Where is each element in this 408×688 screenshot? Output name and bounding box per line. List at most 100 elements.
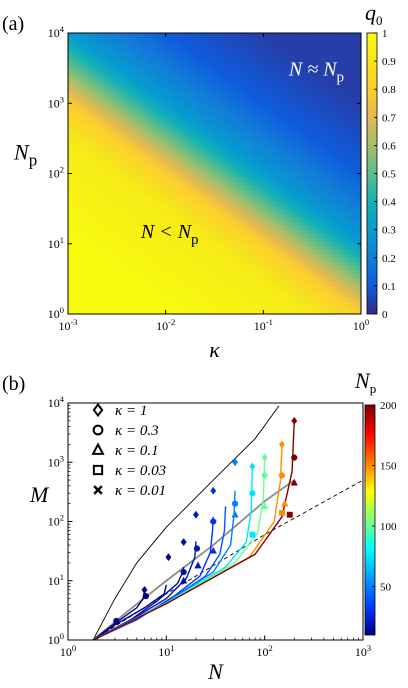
heatmap-cell [87, 257, 93, 263]
heatmap-cell [170, 245, 176, 251]
heatmap-cell [226, 289, 231, 295]
heatmap-cell [163, 77, 168, 82]
heatmap-cell [131, 293, 136, 299]
heatmap-cell [166, 109, 172, 114]
heatmap-cell [79, 189, 85, 195]
heatmap-cell [159, 33, 164, 38]
heatmap-cell [119, 53, 125, 58]
heatmap-cell [143, 109, 148, 114]
heatmap-cell [198, 269, 204, 275]
heatmap-cell [317, 97, 323, 102]
heatmap-cell [226, 201, 231, 207]
heatmap-cell [293, 265, 299, 271]
heatmap-cell [230, 221, 235, 227]
heatmap-cell [250, 281, 255, 287]
heatmap-cell [230, 101, 235, 106]
heatmap-cell [273, 81, 279, 86]
heatmap-cell [309, 49, 315, 54]
heatmap-cell [131, 125, 136, 130]
heatmap-cell [198, 185, 204, 191]
heatmap-cell [238, 41, 243, 46]
heatmap-cell [210, 213, 216, 219]
heatmap-cell [75, 77, 81, 82]
heatmap-cell [194, 133, 200, 138]
heatmap-cell [325, 169, 330, 175]
heatmap-cell [321, 109, 326, 114]
heatmap-cell [210, 217, 216, 223]
heatmap-cell [83, 193, 89, 199]
heatmap-cell [285, 221, 291, 227]
heatmap-cell [313, 173, 319, 179]
heatmap-cell [119, 201, 125, 207]
heatmap-cell [285, 261, 291, 267]
heatmap-cell [234, 101, 239, 106]
heatmap-cell [163, 109, 168, 114]
heatmap-cell [234, 273, 239, 279]
heatmap-cell [127, 225, 132, 231]
heatmap-cell [269, 49, 275, 54]
heatmap-cell [95, 237, 101, 243]
heatmap-cell [218, 233, 224, 239]
heatmap-cell [250, 301, 255, 307]
heatmap-cell [345, 217, 350, 223]
heatmap-cell [254, 137, 259, 142]
heatmap-cell [305, 49, 311, 54]
heatmap-cell [313, 273, 319, 279]
heatmap-cell [313, 293, 319, 299]
heatmap-cell [155, 53, 160, 58]
heatmap-cell [127, 217, 132, 223]
heatmap-cell [155, 177, 160, 183]
heatmap-cell [250, 217, 255, 223]
heatmap-cell [174, 145, 180, 151]
heatmap-cell [186, 73, 192, 78]
heatmap-cell [174, 61, 180, 66]
heatmap-cell [269, 41, 275, 46]
heatmap-cell [103, 309, 109, 314]
heatmap-cell [115, 73, 121, 78]
heatmap-cell [79, 141, 85, 146]
heatmap-cell [71, 157, 77, 163]
heatmap-cell [277, 33, 283, 38]
heatmap-cell [174, 265, 180, 271]
heatmap-cell [119, 121, 125, 126]
heatmap-cell [321, 293, 326, 299]
heatmap-cell [222, 89, 227, 94]
heatmap-cell [123, 149, 128, 155]
heatmap-cell [159, 109, 164, 114]
heatmap-cell [254, 89, 259, 94]
heatmap-cell [139, 137, 144, 142]
heatmap-cell [83, 77, 89, 82]
heatmap-cell [246, 237, 251, 243]
heatmap-cell [325, 45, 330, 50]
heatmap-cell [337, 157, 342, 163]
heatmap-cell [111, 73, 117, 78]
heatmap-cell [206, 89, 212, 94]
heatmap-cell [174, 153, 180, 159]
heatmap-cell [329, 33, 334, 38]
heatmap-cell [269, 185, 275, 191]
heatmap-cell [349, 41, 354, 46]
heatmap-cell [115, 277, 121, 283]
heatmap-cell [313, 193, 319, 199]
heatmap-cell [226, 197, 231, 203]
heatmap-cell [139, 93, 144, 98]
heatmap-cell [238, 277, 243, 283]
heatmap-cell [234, 185, 239, 191]
heatmap-cell [234, 37, 239, 42]
heatmap-cell [281, 149, 287, 155]
heatmap-cell [345, 273, 350, 279]
heatmap-cell [281, 269, 287, 275]
heatmap-cell [277, 285, 283, 291]
heatmap-cell [159, 189, 164, 195]
heatmap-cell [194, 233, 200, 239]
heatmap-cell [75, 113, 81, 118]
heatmap-cell [198, 169, 204, 175]
heatmap-cell [147, 277, 152, 283]
heatmap-cell [174, 133, 180, 138]
heatmap-cell [182, 161, 188, 167]
heatmap-cell [99, 289, 105, 295]
heatmap-cell [115, 125, 121, 130]
heatmap-cell [238, 241, 243, 247]
heatmap-cell [174, 241, 180, 247]
heatmap-cell [289, 109, 295, 114]
